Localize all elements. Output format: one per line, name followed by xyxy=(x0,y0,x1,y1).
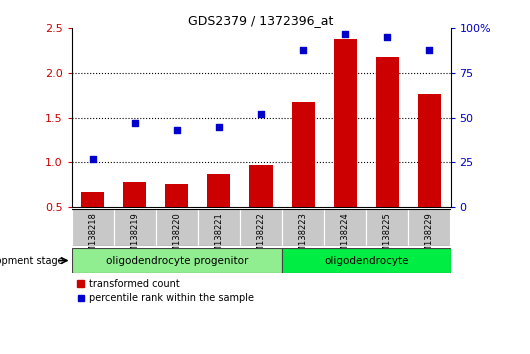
Bar xyxy=(240,209,282,246)
Point xyxy=(257,111,265,117)
Bar xyxy=(292,102,315,207)
Title: GDS2379 / 1372396_at: GDS2379 / 1372396_at xyxy=(188,14,334,27)
Point xyxy=(299,47,307,53)
Bar xyxy=(72,209,113,246)
Point xyxy=(173,127,181,133)
Bar xyxy=(334,39,357,207)
Text: oligodendrocyte progenitor: oligodendrocyte progenitor xyxy=(105,256,248,266)
Text: oligodendrocyte: oligodendrocyte xyxy=(324,256,409,266)
Bar xyxy=(324,209,366,246)
Bar xyxy=(198,209,240,246)
Text: GSM138218: GSM138218 xyxy=(88,212,97,263)
Point xyxy=(341,31,349,36)
Text: GSM138219: GSM138219 xyxy=(130,212,139,263)
Text: development stage: development stage xyxy=(0,256,64,266)
Bar xyxy=(366,209,409,246)
Point xyxy=(383,34,392,40)
Bar xyxy=(72,248,282,273)
Legend: transformed count, percentile rank within the sample: transformed count, percentile rank withi… xyxy=(76,278,255,304)
Bar xyxy=(282,209,324,246)
Point xyxy=(130,120,139,126)
Bar xyxy=(418,95,441,207)
Text: GSM138223: GSM138223 xyxy=(298,212,307,263)
Bar xyxy=(207,174,231,207)
Bar xyxy=(409,209,450,246)
Bar xyxy=(376,57,399,207)
Text: GSM138224: GSM138224 xyxy=(341,212,350,263)
Text: GSM138220: GSM138220 xyxy=(172,212,181,263)
Point xyxy=(215,124,223,130)
Bar xyxy=(282,248,450,273)
Bar xyxy=(113,209,156,246)
Bar xyxy=(250,165,272,207)
Bar xyxy=(81,192,104,207)
Text: GSM138222: GSM138222 xyxy=(257,212,266,263)
Bar xyxy=(156,209,198,246)
Point xyxy=(425,47,434,53)
Text: GSM138221: GSM138221 xyxy=(215,212,224,263)
Bar xyxy=(165,184,188,207)
Text: GSM138225: GSM138225 xyxy=(383,212,392,263)
Text: GSM138229: GSM138229 xyxy=(425,212,434,263)
Point xyxy=(89,156,97,162)
Bar xyxy=(123,182,146,207)
